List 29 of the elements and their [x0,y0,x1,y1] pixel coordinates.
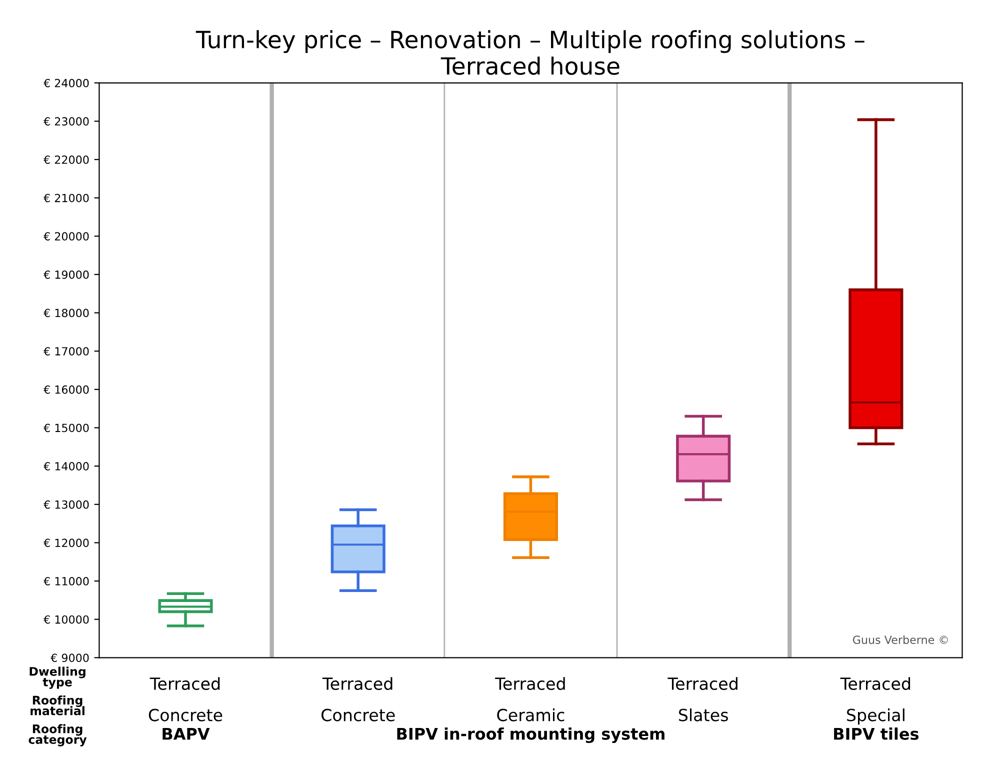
y-tick-label: € 14000 [44,462,89,470]
x-tick-label: Terraced Concrete [148,677,222,722]
y-tick-label: € 13000 [44,500,89,509]
x-tick-label: Terraced Ceramic [495,677,565,722]
x-tick-label: Terraced Special [840,677,910,725]
text: Roofing category [28,724,87,746]
text: Roofing material [30,695,84,716]
y-tick-label: € 11000 [44,577,89,586]
y-tick-label: € 19000 [44,270,89,279]
y-tick-label: € 12000 [44,538,89,548]
y-tick-label: € 20000 [44,232,89,241]
y-tick-label: € 10000 [44,615,89,624]
text: BIPV in-roof mounting system [397,727,664,744]
y-tick-label: € 9000 [50,654,89,662]
y-tick-label: € 18000 [44,308,89,318]
y-tick-label: € 23000 [44,117,89,126]
y-tick-label: € 22000 [44,156,89,164]
y-tick-label: € 15000 [44,424,89,432]
chart-title: Turn-key price – Renovation – Multiple roofing solutions – Terraced house [196,30,864,75]
y-tick-label: € 21000 [44,194,89,202]
y-tick-label: € 24000 [44,78,89,88]
annotation: Guus Verberne © [852,635,948,644]
x-tick-label: Terraced Concrete [322,677,395,722]
text: Dwelling type [30,666,86,689]
text: BIPV tiles [834,728,919,740]
x-tick-label: Terraced Slates [668,677,738,722]
y-tick-label: € 17000 [44,347,89,356]
text: BAPV [162,728,210,740]
y-tick-label: € 16000 [44,385,89,394]
